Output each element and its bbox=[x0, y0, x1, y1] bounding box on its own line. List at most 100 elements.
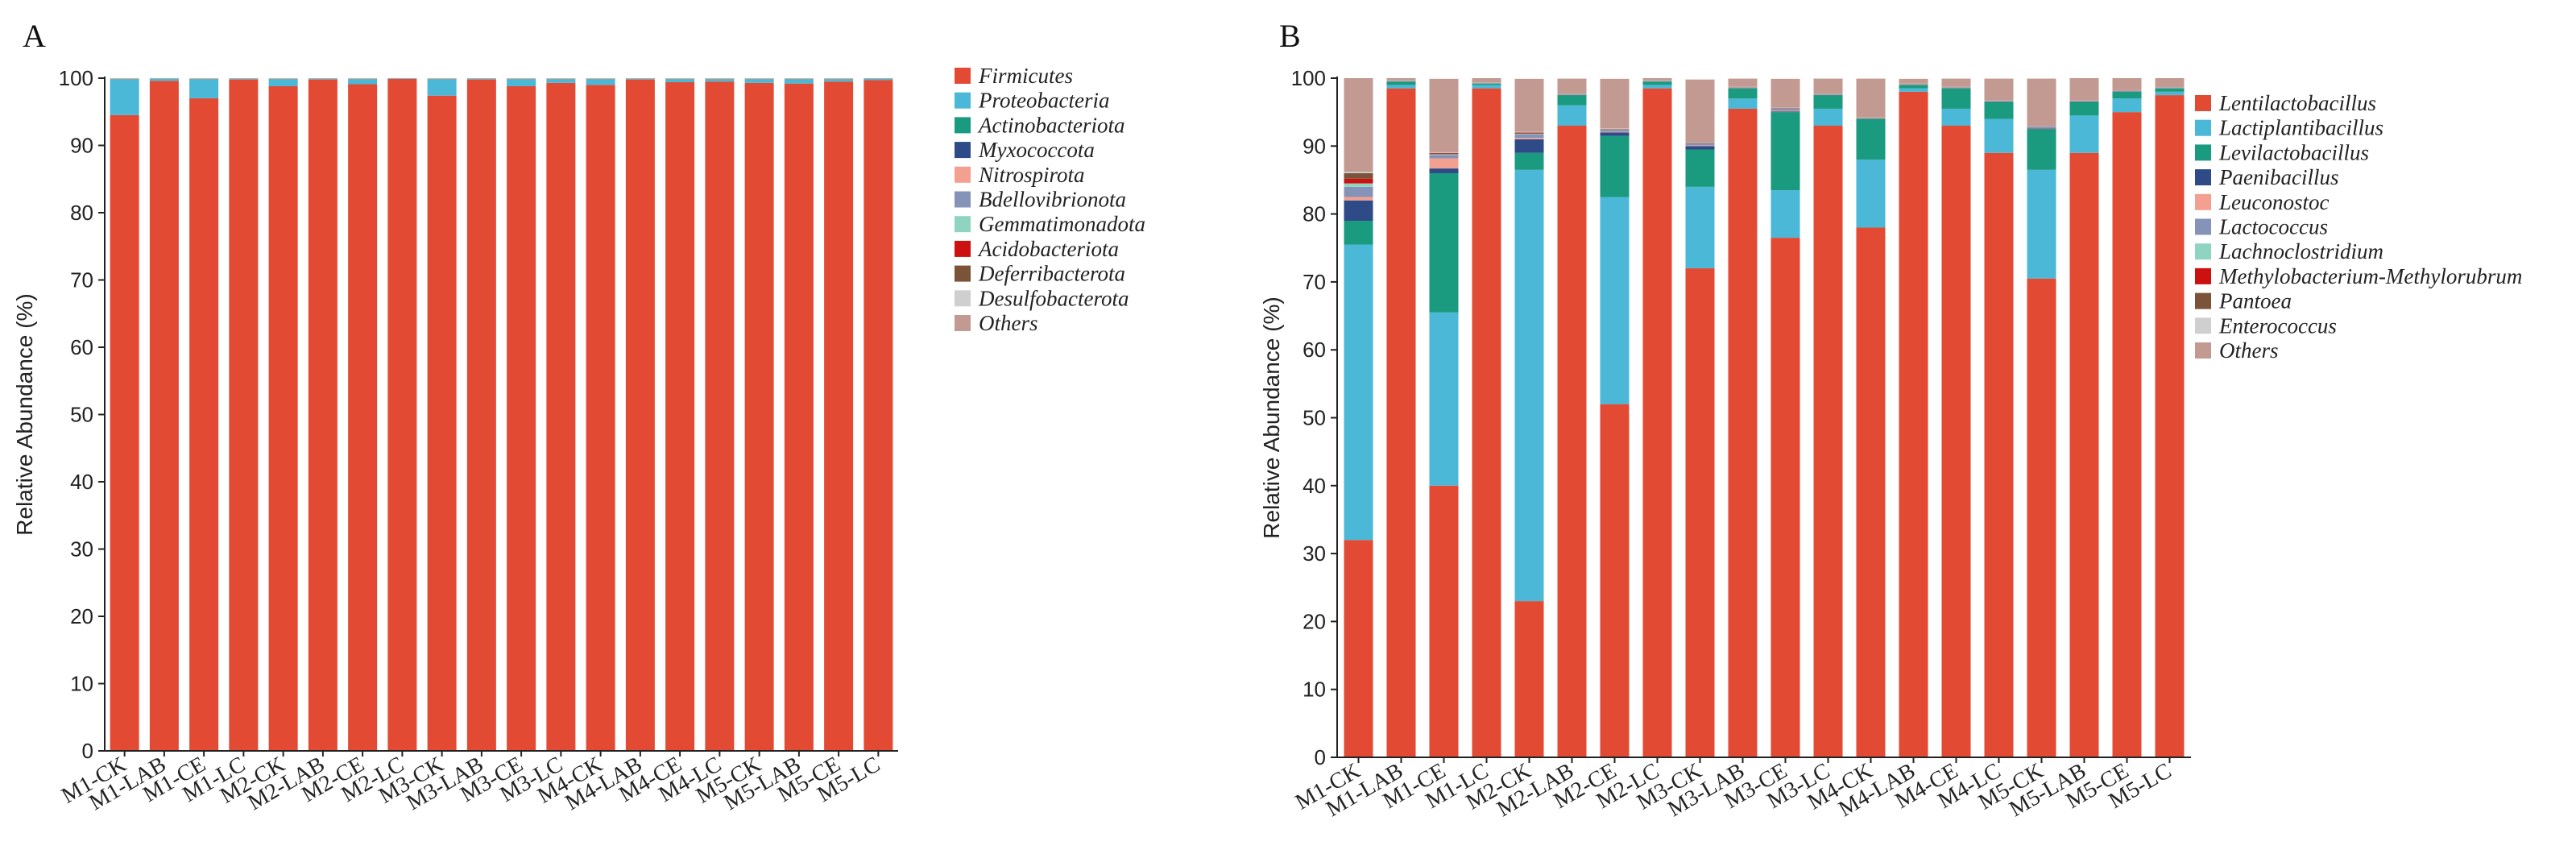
bar-segment-firmicutes bbox=[784, 83, 814, 752]
legend-label: Others bbox=[979, 311, 1038, 335]
legend-label: Gemmatimonadota bbox=[979, 212, 1145, 236]
bar-segment-proteobacteria bbox=[507, 79, 536, 87]
bar-segment-others bbox=[1642, 78, 1672, 81]
bar-segment-others bbox=[2112, 78, 2142, 90]
bar-segment-lactiplantibacillus bbox=[2027, 169, 2056, 279]
bar-segment-firmicutes bbox=[466, 79, 496, 752]
bar-segment-lentilactobacillus bbox=[1899, 91, 1928, 758]
legend-label: Others bbox=[2219, 338, 2279, 363]
bar-segment-levilactobacillus bbox=[2112, 91, 2142, 99]
bar-segment-leuconostoc bbox=[1344, 197, 1373, 201]
y-tick-label: 40 bbox=[70, 470, 93, 494]
bar-segment-firmicutes bbox=[546, 82, 576, 752]
bar-segment-lentilactobacillus bbox=[2112, 112, 2142, 757]
bar-segment-proteobacteria bbox=[110, 79, 139, 115]
legend-swatch bbox=[955, 240, 971, 257]
bar-segment-paenibacillus bbox=[1600, 132, 1630, 136]
bar-segment-levilactobacillus bbox=[1770, 112, 1800, 191]
legend-swatch bbox=[955, 92, 971, 109]
bar-segment-lentilactobacillus bbox=[1386, 88, 1416, 757]
bar-segment-others bbox=[1685, 79, 1715, 143]
legend-label: Enterococcus bbox=[2218, 313, 2337, 338]
bar-segment-enterococcus bbox=[1514, 131, 1544, 133]
legend-swatch bbox=[2195, 193, 2211, 210]
y-tick-label: 70 bbox=[1302, 270, 1326, 294]
bar-segment-lentilactobacillus bbox=[1642, 88, 1672, 757]
bar-segment-lentilactobacillus bbox=[1429, 485, 1459, 757]
bar-segment-methylobacterium-methylorubrum bbox=[1429, 153, 1459, 155]
bar-segment-lentilactobacillus bbox=[1472, 88, 1501, 757]
y-tick-label: 100 bbox=[59, 66, 93, 90]
bar-segment-proteobacteria bbox=[466, 78, 496, 80]
bar-segment-lactococcus bbox=[1429, 155, 1459, 159]
bar-segment-firmicutes bbox=[229, 79, 259, 752]
legend-label: Bdellovibrionota bbox=[979, 188, 1126, 212]
bar-segment-proteobacteria bbox=[863, 78, 893, 81]
bar-segment-firmicutes bbox=[665, 82, 695, 751]
legend-swatch bbox=[2195, 292, 2211, 309]
bar-segment-lentilactobacillus bbox=[2069, 152, 2099, 758]
bar-segment-others bbox=[1557, 78, 1587, 94]
legend-label: Methylobacterium-Methylorubrum bbox=[2218, 264, 2522, 288]
bar-segment-paenibacillus bbox=[2027, 128, 2056, 130]
bar-segment-lentilactobacillus bbox=[1685, 268, 1715, 757]
bar-segment-others bbox=[1514, 78, 1544, 132]
bar-segment-lactiplantibacillus bbox=[1642, 85, 1672, 89]
legend-label: Leuconostoc bbox=[2218, 190, 2329, 214]
legend-label: Paenibacillus bbox=[2218, 165, 2338, 189]
y-tick-label: 70 bbox=[70, 268, 93, 292]
bar-segment-firmicutes bbox=[110, 114, 139, 752]
bar-segment-levilactobacillus bbox=[2155, 88, 2185, 92]
bar-segment-leuconostoc bbox=[1514, 138, 1544, 139]
legend-label: Desulfobacterota bbox=[978, 286, 1129, 310]
legend-label: Deferribacterota bbox=[978, 262, 1125, 286]
bar-segment-lactococcus bbox=[1344, 186, 1373, 197]
bar-segment-lentilactobacillus bbox=[1770, 238, 1800, 758]
legend-label: Lactococcus bbox=[2218, 215, 2328, 239]
bar-segment-others bbox=[2155, 78, 2185, 87]
bar-segment-firmicutes bbox=[308, 79, 338, 752]
bar-segment-lactiplantibacillus bbox=[1728, 98, 1758, 109]
bar-segment-lactiplantibacillus bbox=[2069, 115, 2099, 153]
bar-segment-levilactobacillus bbox=[1642, 81, 1672, 85]
bar-segment-firmicutes bbox=[863, 80, 893, 751]
legend: FirmicutesProteobacteriaActinobacteriota… bbox=[955, 64, 1145, 335]
bar-segment-lactiplantibacillus bbox=[1514, 169, 1544, 602]
bar-segment-firmicutes bbox=[824, 81, 854, 752]
y-tick-label: 80 bbox=[1302, 202, 1326, 226]
bar-segment-paenibacillus bbox=[1429, 168, 1459, 174]
bar-segment-proteobacteria bbox=[189, 79, 219, 99]
bar-segment-others bbox=[2069, 78, 2099, 101]
bar-segment-paenibacillus bbox=[1685, 146, 1715, 150]
bar-segment-lactiplantibacillus bbox=[1600, 197, 1630, 404]
legend-label: Lactiplantibacillus bbox=[2218, 116, 2383, 140]
bar-segment-proteobacteria bbox=[586, 79, 615, 85]
y-tick-label: 10 bbox=[70, 672, 93, 696]
bar-segment-firmicutes bbox=[268, 86, 298, 751]
bar-segment-firmicutes bbox=[149, 81, 179, 752]
y-tick-label: 90 bbox=[1302, 134, 1326, 158]
bar-segment-firmicutes bbox=[625, 79, 655, 752]
bar-segment-others bbox=[1941, 78, 1971, 87]
legend-swatch bbox=[2195, 243, 2211, 260]
y-tick-label: 20 bbox=[1302, 609, 1326, 633]
bar-segment-lactococcus bbox=[1685, 143, 1715, 146]
legend-swatch bbox=[955, 142, 971, 159]
bar-segment-levilactobacillus bbox=[2069, 102, 2099, 116]
bar-segment-enterococcus bbox=[1344, 172, 1373, 174]
bar-segment-lentilactobacillus bbox=[1728, 108, 1758, 757]
bar-segment-proteobacteria bbox=[625, 78, 655, 80]
bar-segment-firmicutes bbox=[427, 95, 457, 751]
bar-segment-firmicutes bbox=[744, 82, 774, 752]
bar-segment-proteobacteria bbox=[149, 78, 179, 81]
bar-segment-lactiplantibacillus bbox=[1813, 108, 1843, 126]
legend-label: Pantoea bbox=[2218, 289, 2292, 313]
bar-segment-leuconostoc bbox=[1600, 131, 1630, 133]
bar-segment-levilactobacillus bbox=[1429, 173, 1459, 313]
bar-segment-lactiplantibacillus bbox=[1770, 190, 1800, 238]
y-tick-label: 0 bbox=[82, 739, 93, 763]
bar-segment-others bbox=[1856, 78, 1886, 118]
legend-swatch bbox=[2195, 119, 2211, 136]
bar-segment-proteobacteria bbox=[824, 79, 854, 82]
